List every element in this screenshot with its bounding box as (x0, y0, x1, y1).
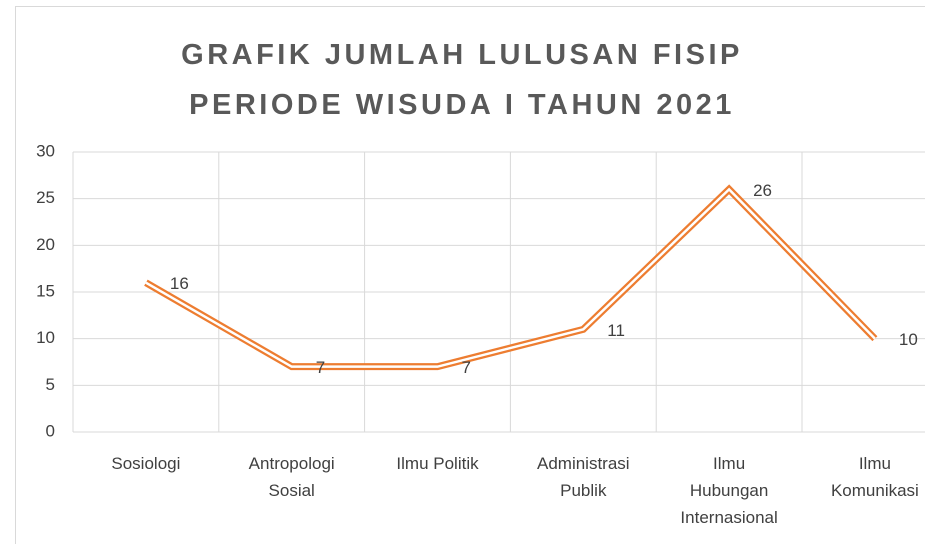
data-label: 16 (170, 274, 189, 293)
data-label: 11 (607, 321, 625, 340)
data-label: 10 (899, 330, 918, 349)
x-tick-label: Administrasi Publik (537, 454, 630, 500)
line-inner (145, 187, 876, 368)
x-tick-label: Ilmu Politik (396, 454, 479, 473)
y-tick-label: 0 (46, 421, 55, 440)
y-tick-label: 15 (36, 281, 55, 300)
y-tick-label: 30 (36, 141, 55, 160)
chart-title: GRAFIK JUMLAH LULUSAN FISIP PERIODE WISU… (181, 39, 743, 121)
y-tick-label: 5 (46, 375, 55, 394)
chart-border (15, 6, 925, 544)
data-label: 26 (753, 181, 772, 200)
x-tick-label: Antropologi Sosial (248, 454, 335, 500)
data-label: 7 (462, 358, 471, 377)
x-tick-label: Ilmu Hubungan Internasional (680, 454, 778, 527)
y-tick-label: 10 (36, 328, 55, 347)
x-tick-label: Ilmu Komunikasi (830, 454, 919, 500)
y-tick-label: 20 (36, 235, 55, 254)
x-tick-label: Sosiologi (111, 454, 181, 473)
y-tick-label: 25 (36, 188, 55, 207)
data-label: 7 (316, 358, 325, 377)
